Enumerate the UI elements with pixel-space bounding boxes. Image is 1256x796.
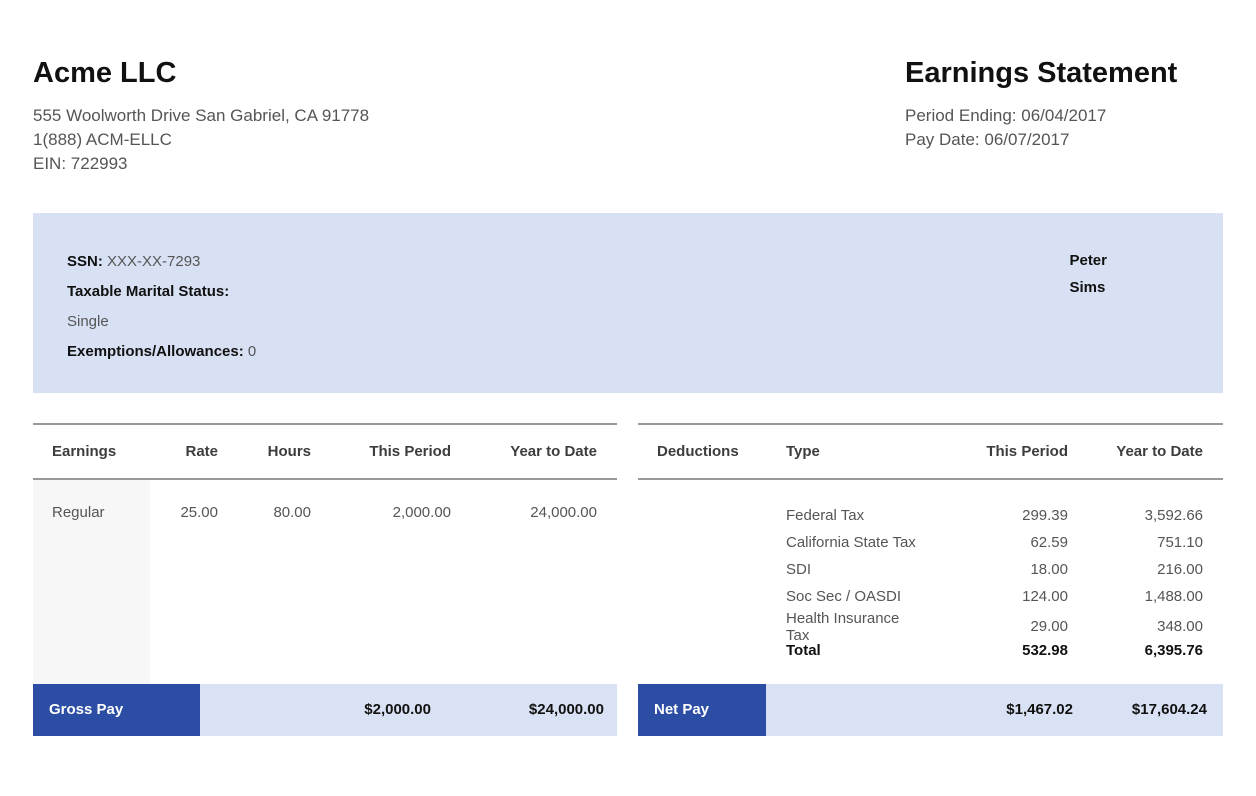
- deductions-table-body: Federal Tax 299.39 3,592.66 California S…: [638, 480, 1223, 684]
- deduction-type: Health Insurance Tax: [786, 609, 900, 644]
- employee-fields: SSN: XXX-XX-7293 Taxable Marital Status:…: [67, 247, 256, 393]
- deduction-this-period: 124.00: [1022, 587, 1068, 605]
- earnings-header-rate: Rate: [185, 442, 218, 460]
- deduction-this-period: 62.59: [1030, 533, 1068, 551]
- deductions-table-header: Deductions Type This Period Year to Date: [638, 422, 1223, 480]
- deduction-this-period: 18.00: [1030, 560, 1068, 578]
- deductions-table: Deductions Type This Period Year to Date…: [638, 422, 1223, 736]
- net-pay-this-period: $1,467.02: [1006, 701, 1073, 719]
- earnings-table-header: Earnings Rate Hours This Period Year to …: [33, 422, 617, 480]
- company-block: Acme LLC 555 Woolworth Drive San Gabriel…: [33, 57, 370, 176]
- ssn-value: XXX-XX-7293: [107, 252, 201, 270]
- earnings-row-hours: 80.00: [273, 503, 311, 521]
- earnings-row-this-period: 2,000.00: [392, 503, 451, 521]
- deduction-row: Soc Sec / OASDI 124.00 1,488.00: [638, 583, 1223, 610]
- deductions-total-label: Total: [786, 641, 821, 659]
- deduction-type: California State Tax: [786, 533, 916, 551]
- deduction-type: Soc Sec / OASDI: [786, 587, 902, 605]
- marital-status-row: Taxable Marital Status:: [67, 277, 256, 307]
- earnings-statement-document: Acme LLC 555 Woolworth Drive San Gabriel…: [33, 0, 1223, 736]
- deductions-total-row: Total 532.98 6,395.76: [638, 637, 1223, 664]
- pay-date: Pay Date: 06/07/2017: [905, 129, 1070, 149]
- deduction-year-to-date: 348.00: [1157, 618, 1203, 636]
- period-ending: Period Ending: 06/04/2017: [905, 105, 1107, 125]
- earnings-row-rate: 25.00: [180, 503, 218, 521]
- deduction-row: SDI 18.00 216.00: [638, 556, 1223, 583]
- deduction-row: Health Insurance Tax 29.00 348.00: [638, 610, 1223, 644]
- deductions-header-type: Type: [786, 442, 820, 460]
- earnings-row-year-to-date: 24,000.00: [530, 503, 597, 521]
- deductions-header-this-period: This Period: [986, 442, 1068, 460]
- deductions-total-this-period: 532.98: [1022, 641, 1068, 659]
- deduction-type: SDI: [786, 560, 812, 578]
- gross-pay-bar: Gross Pay $2,000.00 $24,000.00: [33, 683, 617, 736]
- deduction-year-to-date: 216.00: [1157, 560, 1203, 578]
- exemptions-value: 0: [247, 342, 257, 360]
- earnings-table: Earnings Rate Hours This Period Year to …: [33, 422, 617, 736]
- company-phone: 1(888) ACM-ELLC: [33, 129, 172, 149]
- document-header: Acme LLC 555 Woolworth Drive San Gabriel…: [33, 57, 1223, 176]
- gross-pay-year-to-date: $24,000.00: [528, 701, 604, 719]
- company-name: Acme LLC: [33, 57, 177, 89]
- deductions-header-year-to-date: Year to Date: [1116, 442, 1203, 460]
- earnings-table-body: Regular 25.00 80.00 2,000.00 24,000.00: [33, 479, 617, 684]
- ssn-row: SSN: XXX-XX-7293: [67, 247, 256, 277]
- statement-block: Earnings Statement Period Ending: 06/04/…: [905, 57, 1223, 176]
- earnings-header-hours: Hours: [267, 442, 311, 460]
- marital-status-value: Single: [67, 312, 109, 330]
- employee-last-name: Sims: [1069, 278, 1106, 296]
- employee-first-name: Peter: [1069, 251, 1107, 269]
- company-address: 555 Woolworth Drive San Gabriel, CA 9177…: [33, 105, 370, 125]
- net-pay-year-to-date: $17,604.24: [1131, 701, 1207, 719]
- gross-pay-label: Gross Pay: [33, 683, 200, 736]
- exemptions-label: Exemptions/Allowances:: [67, 342, 244, 360]
- statement-title: Earnings Statement: [905, 57, 1178, 89]
- net-pay-bar: Net Pay $1,467.02 $17,604.24: [638, 683, 1223, 736]
- deduction-row: California State Tax 62.59 751.10: [638, 529, 1223, 556]
- deduction-row: Federal Tax 299.39 3,592.66: [638, 502, 1223, 529]
- earnings-header-earnings: Earnings: [52, 442, 117, 460]
- tables-section: Earnings Rate Hours This Period Year to …: [33, 422, 1223, 736]
- company-ein: EIN: 722993: [33, 153, 128, 173]
- deduction-this-period: 29.00: [1030, 618, 1068, 636]
- deduction-year-to-date: 751.10: [1157, 533, 1203, 551]
- earnings-row-name: Regular: [33, 479, 150, 684]
- deduction-type: Federal Tax: [786, 506, 865, 524]
- employee-info-box: SSN: XXX-XX-7293 Taxable Marital Status:…: [33, 212, 1223, 393]
- ssn-label: SSN:: [67, 252, 103, 270]
- earnings-header-this-period: This Period: [369, 442, 451, 460]
- marital-status-label: Taxable Marital Status:: [67, 282, 230, 300]
- net-pay-label: Net Pay: [638, 683, 766, 736]
- exemptions-row: Exemptions/Allowances: 0: [67, 337, 256, 367]
- gross-pay-this-period: $2,000.00: [364, 701, 431, 719]
- deductions-total-year-to-date: 6,395.76: [1144, 641, 1203, 659]
- employee-name: Peter Sims: [1069, 247, 1107, 393]
- deductions-header-deductions: Deductions: [657, 442, 739, 460]
- earnings-header-year-to-date: Year to Date: [510, 442, 597, 460]
- deduction-this-period: 299.39: [1022, 506, 1068, 524]
- deduction-year-to-date: 1,488.00: [1144, 587, 1203, 605]
- marital-status-value-row: Single: [67, 307, 256, 337]
- deduction-year-to-date: 3,592.66: [1144, 506, 1203, 524]
